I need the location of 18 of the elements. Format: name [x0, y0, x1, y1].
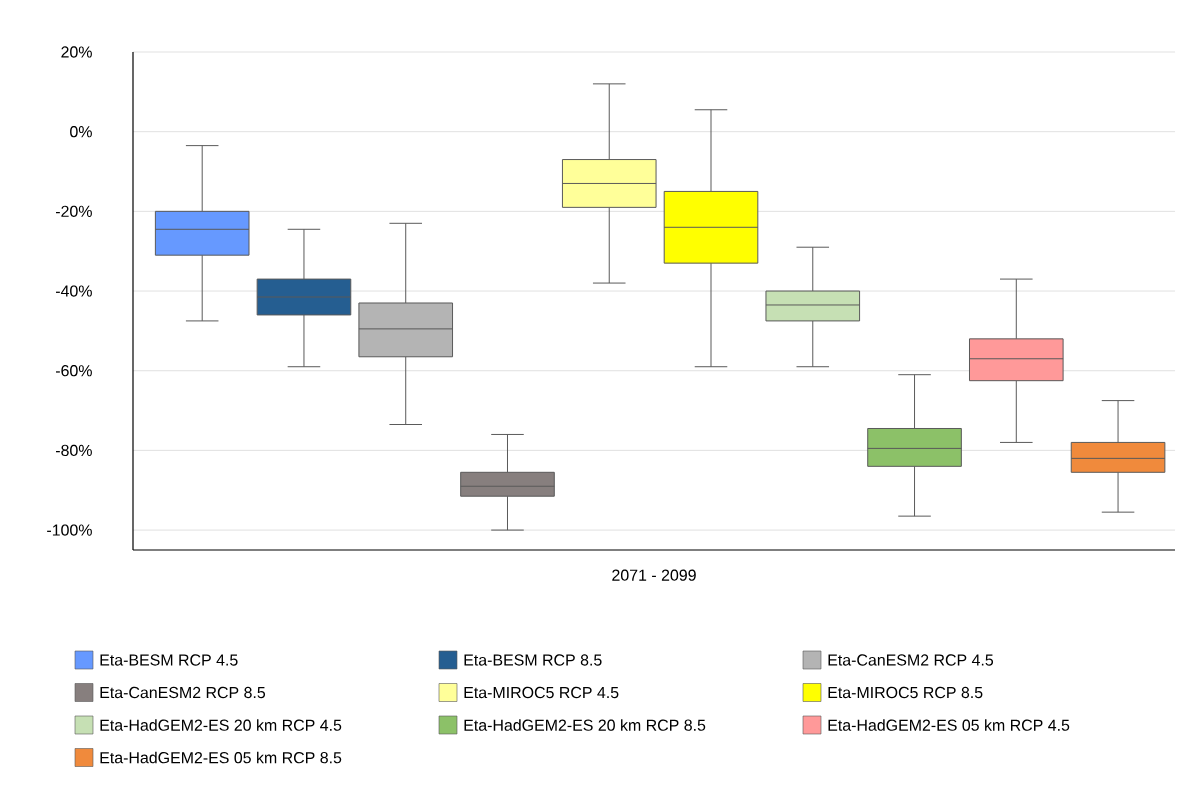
y-tick-label: 20% — [61, 46, 92, 58]
x-tick-label: 2071 - 2099 — [612, 569, 696, 581]
legend-label: Eta-CanESM2 RCP 4.5 — [828, 654, 994, 666]
y-tick-label: -60% — [55, 365, 92, 377]
y-tick-label: -80% — [55, 444, 92, 457]
legend-label: Eta-HadGEM2-ES 20 km RCP 8.5 — [464, 719, 706, 731]
y-tick-label: 0% — [70, 126, 92, 138]
y-tick-label: -100% — [47, 524, 92, 536]
legend-label: Eta-HadGEM2-ES 05 km RCP 8.5 — [100, 751, 342, 764]
legend-label: Eta-MIROC5 RCP 4.5 — [464, 686, 619, 699]
legend-label: Eta-BESM RCP 8.5 — [464, 654, 602, 666]
y-tick-label: -20% — [55, 205, 92, 217]
legend-label: Eta-HadGEM2-ES 05 km RCP 4.5 — [828, 719, 1070, 731]
legend-label: Eta-CanESM2 RCP 8.5 — [100, 686, 266, 699]
legend-label: Eta-MIROC5 RCP 8.5 — [828, 686, 983, 699]
y-tick-label: -40% — [55, 285, 92, 297]
legend-label: Eta-BESM RCP 4.5 — [100, 654, 238, 666]
legend-label: Eta-HadGEM2-ES 20 km RCP 4.5 — [100, 719, 342, 731]
